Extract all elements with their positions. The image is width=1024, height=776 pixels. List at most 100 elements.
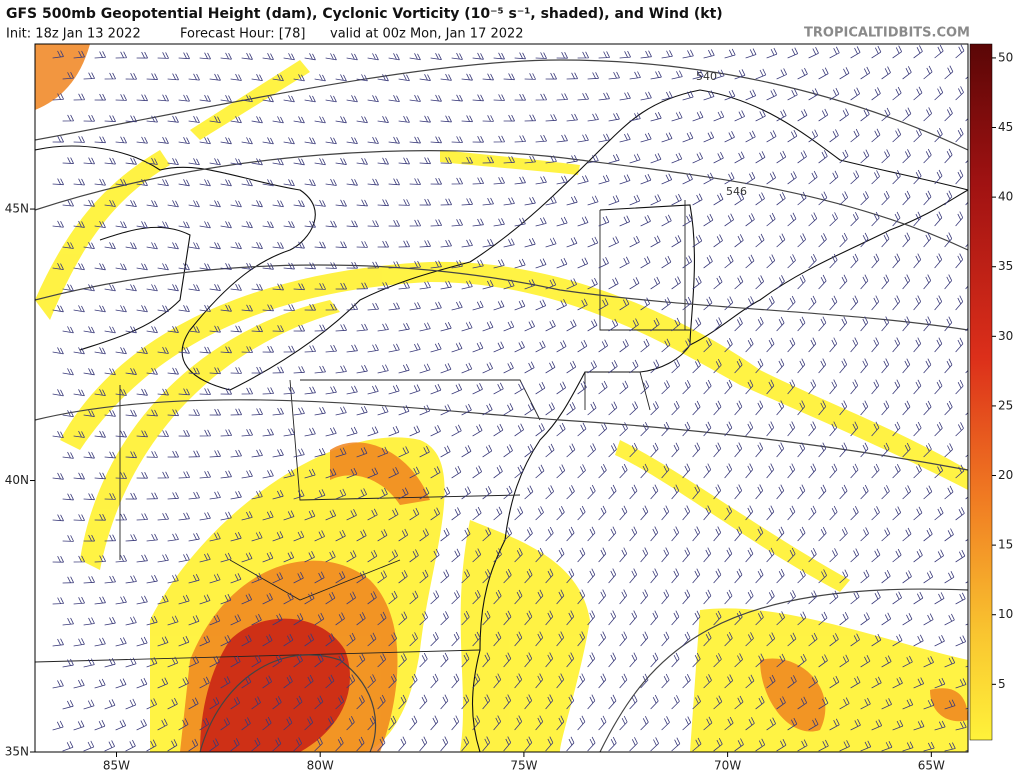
wind-barb <box>965 76 968 80</box>
wind-barb <box>472 94 484 102</box>
wind-barb <box>692 400 701 416</box>
wind-barb <box>304 220 316 228</box>
wind-barb <box>115 178 127 186</box>
wind-barb <box>671 193 682 206</box>
wind-barb <box>682 421 691 437</box>
wind-barb <box>871 87 881 101</box>
wind-barb <box>787 632 797 647</box>
wind-barb <box>598 422 608 437</box>
wind-barb <box>272 613 283 626</box>
wind-barb <box>419 404 431 416</box>
wind-barb <box>818 400 827 416</box>
wind-barb <box>808 88 819 101</box>
wind-barb <box>52 431 64 439</box>
colorbar-tick-label: 5 <box>998 677 1006 691</box>
wind-barb <box>314 489 326 500</box>
wind-barb <box>829 129 839 143</box>
wind-barb <box>619 256 630 269</box>
wind-barb <box>115 94 127 101</box>
wind-barb <box>703 716 713 731</box>
wind-barb <box>461 280 473 290</box>
wind-barb <box>965 318 968 332</box>
wind-barb <box>640 505 649 521</box>
wind-barb <box>304 427 316 437</box>
wind-barb <box>965 538 968 542</box>
wind-barb <box>304 716 314 731</box>
wind-barb <box>619 174 631 185</box>
wind-barb <box>209 614 221 626</box>
wind-barb <box>934 379 943 395</box>
wind-barb <box>398 240 410 248</box>
wind-barb <box>398 694 407 710</box>
wind-barb <box>766 171 777 185</box>
wind-barb <box>304 386 316 395</box>
wind-barb <box>734 653 743 668</box>
wind-barb <box>587 277 598 290</box>
wind-barb <box>713 69 725 80</box>
wind-barb <box>335 157 347 165</box>
wind-barb <box>535 217 547 227</box>
wind-barb <box>566 402 576 416</box>
wind-barb <box>766 505 775 521</box>
wind-barb <box>409 219 421 227</box>
wind-barb <box>577 92 589 101</box>
wind-barb <box>73 93 85 101</box>
wind-barb <box>545 652 554 668</box>
wind-barb <box>913 86 923 101</box>
wind-barb <box>293 116 305 124</box>
wind-barb <box>682 214 693 227</box>
wind-barb <box>136 94 148 102</box>
wind-barb <box>262 551 274 563</box>
wind-barb <box>850 337 859 353</box>
wind-barb <box>850 505 859 521</box>
wind-barb <box>934 464 944 479</box>
wind-barb <box>314 324 326 332</box>
wind-barb <box>188 325 200 333</box>
wind-barb <box>850 87 861 101</box>
wind-barb <box>262 387 274 395</box>
wind-barb <box>776 192 786 206</box>
wind-barb <box>167 284 179 292</box>
wind-barb <box>419 157 431 165</box>
wind-barb <box>640 422 649 437</box>
wind-barb <box>398 405 410 416</box>
wind-barb <box>94 136 106 144</box>
wind-barb <box>902 66 912 80</box>
wind-barb <box>188 200 200 208</box>
wind-barb <box>892 676 903 689</box>
wind-barb <box>692 193 703 206</box>
wind-barb <box>146 451 158 458</box>
wind-barb <box>388 715 397 731</box>
wind-barb <box>241 221 253 229</box>
wind-barb <box>262 345 274 353</box>
wind-barb <box>524 652 533 668</box>
wind-barb <box>913 421 922 437</box>
wind-barb <box>440 652 449 668</box>
wind-barb <box>398 736 407 752</box>
wind-barb <box>430 632 439 647</box>
wind-barb <box>577 175 589 185</box>
wind-barb <box>377 364 389 374</box>
wind-barb <box>598 298 609 311</box>
wind-barb <box>839 400 848 416</box>
wind-barb <box>125 409 137 417</box>
wind-barb <box>871 421 880 437</box>
wind-barb <box>619 715 628 731</box>
wind-barb <box>598 339 609 353</box>
wind-barb <box>314 406 326 416</box>
wind-barbs <box>52 44 968 752</box>
wind-barb <box>293 613 304 626</box>
wind-barb <box>325 344 337 353</box>
wind-barb <box>913 464 922 479</box>
wind-barb <box>125 698 137 710</box>
wind-barb <box>493 300 505 311</box>
wind-barb <box>377 157 389 165</box>
wind-barb <box>934 128 943 143</box>
wind-barb <box>944 742 956 752</box>
wind-barb <box>892 591 902 605</box>
wind-barb <box>346 303 358 311</box>
wind-barb <box>83 493 95 501</box>
wind-barb <box>608 318 619 332</box>
wind-barb <box>367 344 379 353</box>
wind-barb <box>766 212 776 227</box>
